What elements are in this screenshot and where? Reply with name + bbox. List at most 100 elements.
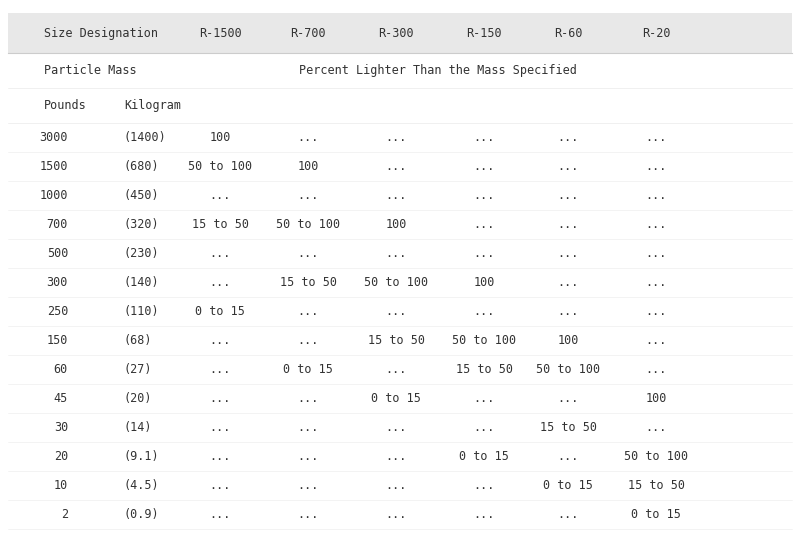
Text: ...: ... [474, 189, 494, 202]
Text: ...: ... [474, 160, 494, 173]
Text: 15 to 50: 15 to 50 [279, 276, 337, 289]
Text: (230): (230) [124, 247, 160, 260]
Text: ...: ... [210, 450, 230, 462]
Text: Pounds: Pounds [44, 99, 86, 112]
Text: (27): (27) [124, 363, 153, 376]
Text: ...: ... [474, 218, 494, 231]
Text: R-60: R-60 [554, 27, 582, 40]
Text: ...: ... [474, 478, 494, 492]
Text: ...: ... [298, 247, 318, 260]
Text: ...: ... [298, 189, 318, 202]
Text: 100: 100 [474, 276, 494, 289]
Text: (9.1): (9.1) [124, 450, 160, 462]
Text: ...: ... [558, 131, 578, 144]
Text: ...: ... [386, 450, 406, 462]
Text: 0 to 15: 0 to 15 [195, 305, 245, 318]
Text: 0 to 15: 0 to 15 [631, 508, 681, 521]
Text: Kilogram: Kilogram [124, 99, 181, 112]
Text: ...: ... [298, 421, 318, 434]
Text: ...: ... [298, 508, 318, 521]
Text: 50 to 100: 50 to 100 [276, 218, 340, 231]
Text: Size Designation: Size Designation [44, 27, 158, 40]
Text: (320): (320) [124, 218, 160, 231]
Text: 50 to 100: 50 to 100 [188, 160, 252, 173]
Text: 3000: 3000 [39, 131, 68, 144]
Text: ...: ... [646, 305, 666, 318]
Text: ...: ... [298, 305, 318, 318]
Text: ...: ... [646, 276, 666, 289]
Text: 50 to 100: 50 to 100 [536, 363, 600, 376]
Text: 10: 10 [54, 478, 68, 492]
Text: ...: ... [558, 508, 578, 521]
Text: 60: 60 [54, 363, 68, 376]
Text: (4.5): (4.5) [124, 478, 160, 492]
Text: ...: ... [386, 363, 406, 376]
Text: ...: ... [386, 131, 406, 144]
Text: 100: 100 [210, 131, 230, 144]
Text: ...: ... [558, 189, 578, 202]
Text: 1000: 1000 [39, 189, 68, 202]
Text: ...: ... [298, 450, 318, 462]
Text: ...: ... [386, 247, 406, 260]
Text: ...: ... [558, 305, 578, 318]
Text: 100: 100 [386, 218, 406, 231]
Text: 150: 150 [46, 334, 68, 347]
Text: ...: ... [646, 247, 666, 260]
Text: ...: ... [474, 305, 494, 318]
Text: 1500: 1500 [39, 160, 68, 173]
Text: ...: ... [558, 450, 578, 462]
Text: Percent Lighter Than the Mass Specified: Percent Lighter Than the Mass Specified [299, 64, 577, 77]
Text: ...: ... [558, 247, 578, 260]
Text: (140): (140) [124, 276, 160, 289]
Text: (0.9): (0.9) [124, 508, 160, 521]
Text: (14): (14) [124, 421, 153, 434]
Text: 0 to 15: 0 to 15 [283, 363, 333, 376]
Text: 300: 300 [46, 276, 68, 289]
Text: R-150: R-150 [466, 27, 502, 40]
Text: 500: 500 [46, 247, 68, 260]
Text: ...: ... [210, 508, 230, 521]
Text: 2: 2 [61, 508, 68, 521]
Text: 45: 45 [54, 392, 68, 405]
Text: ...: ... [558, 160, 578, 173]
Text: ...: ... [386, 189, 406, 202]
Bar [8, 13, 792, 53]
Text: R-1500: R-1500 [198, 27, 242, 40]
Text: Particle Mass: Particle Mass [44, 64, 137, 77]
Text: 0 to 15: 0 to 15 [371, 392, 421, 405]
Text: 0 to 15: 0 to 15 [543, 478, 593, 492]
Text: 15 to 50: 15 to 50 [539, 421, 597, 434]
Text: 15 to 50: 15 to 50 [191, 218, 249, 231]
Text: 50 to 100: 50 to 100 [624, 450, 688, 462]
Text: R-700: R-700 [290, 27, 326, 40]
Text: 20: 20 [54, 450, 68, 462]
Text: ...: ... [210, 189, 230, 202]
Text: (20): (20) [124, 392, 153, 405]
Text: 50 to 100: 50 to 100 [364, 276, 428, 289]
Text: ...: ... [646, 334, 666, 347]
Text: ...: ... [298, 334, 318, 347]
Text: ...: ... [558, 218, 578, 231]
Text: 15 to 50: 15 to 50 [627, 478, 685, 492]
Text: ...: ... [210, 247, 230, 260]
Text: ...: ... [646, 363, 666, 376]
Text: ...: ... [386, 160, 406, 173]
Text: ...: ... [646, 421, 666, 434]
Text: ...: ... [386, 421, 406, 434]
Text: ...: ... [210, 421, 230, 434]
Text: ...: ... [646, 218, 666, 231]
Text: ...: ... [646, 160, 666, 173]
Text: 50 to 100: 50 to 100 [452, 334, 516, 347]
Text: ...: ... [474, 131, 494, 144]
Text: (110): (110) [124, 305, 160, 318]
Text: (680): (680) [124, 160, 160, 173]
Text: ...: ... [386, 305, 406, 318]
Text: R-300: R-300 [378, 27, 414, 40]
Text: ...: ... [210, 334, 230, 347]
Text: ...: ... [646, 189, 666, 202]
Text: ...: ... [646, 131, 666, 144]
Text: 100: 100 [558, 334, 578, 347]
Text: 0 to 15: 0 to 15 [459, 450, 509, 462]
Text: ...: ... [386, 478, 406, 492]
Text: ...: ... [210, 478, 230, 492]
